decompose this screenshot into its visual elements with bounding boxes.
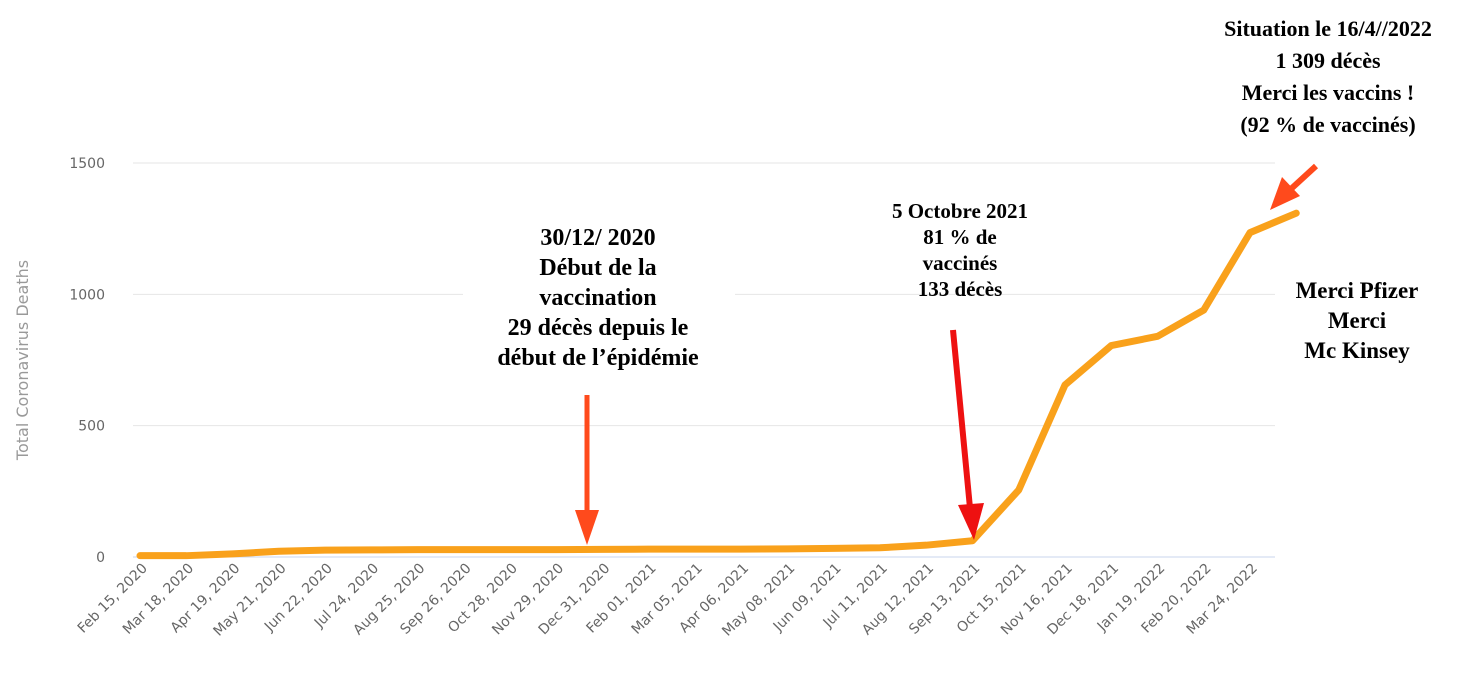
y-axis-label: Total Coronavirus Deaths <box>13 260 32 461</box>
arrow-head <box>575 510 599 545</box>
annotation-text: 133 décès <box>918 277 1003 301</box>
annotation-text: Début de la <box>539 255 656 281</box>
annotation-text: 1 309 décès <box>1275 48 1381 73</box>
arrows <box>575 163 1319 545</box>
annotation-text: Merci <box>1328 308 1387 333</box>
annotation-text: Situation le 16/4//2022 <box>1224 16 1432 41</box>
annotation-text: Merci les vaccins ! <box>1242 80 1414 105</box>
annotation-text: 81 % de <box>923 225 997 249</box>
annotation-text: Merci Pfizer <box>1296 278 1419 303</box>
arrow-head <box>1270 177 1300 210</box>
y-tick-label: 0 <box>96 550 105 566</box>
arrow-head <box>958 503 984 540</box>
annotation-text: vaccinés <box>923 251 998 275</box>
annotation-text: 29 décès depuis le <box>508 315 689 341</box>
y-tick-label: 1500 <box>69 156 105 172</box>
annotation-text: 5 Octobre 2021 <box>892 199 1028 223</box>
y-tick-label: 1000 <box>69 287 105 303</box>
series-line <box>136 209 1300 560</box>
annotation-text: 30/12/ 2020 <box>540 225 655 251</box>
annotation-text: début de l’épidémie <box>497 345 699 371</box>
annotation-text: vaccination <box>539 285 656 311</box>
annotation-background <box>1180 10 1470 158</box>
y-tick-label: 500 <box>78 419 105 435</box>
annotation-background <box>463 215 735 395</box>
arrow <box>950 329 973 509</box>
arrow <box>1289 163 1319 191</box>
annotation-text: (92 % de vaccinés) <box>1240 112 1415 137</box>
annotation-text: Mc Kinsey <box>1304 338 1410 363</box>
